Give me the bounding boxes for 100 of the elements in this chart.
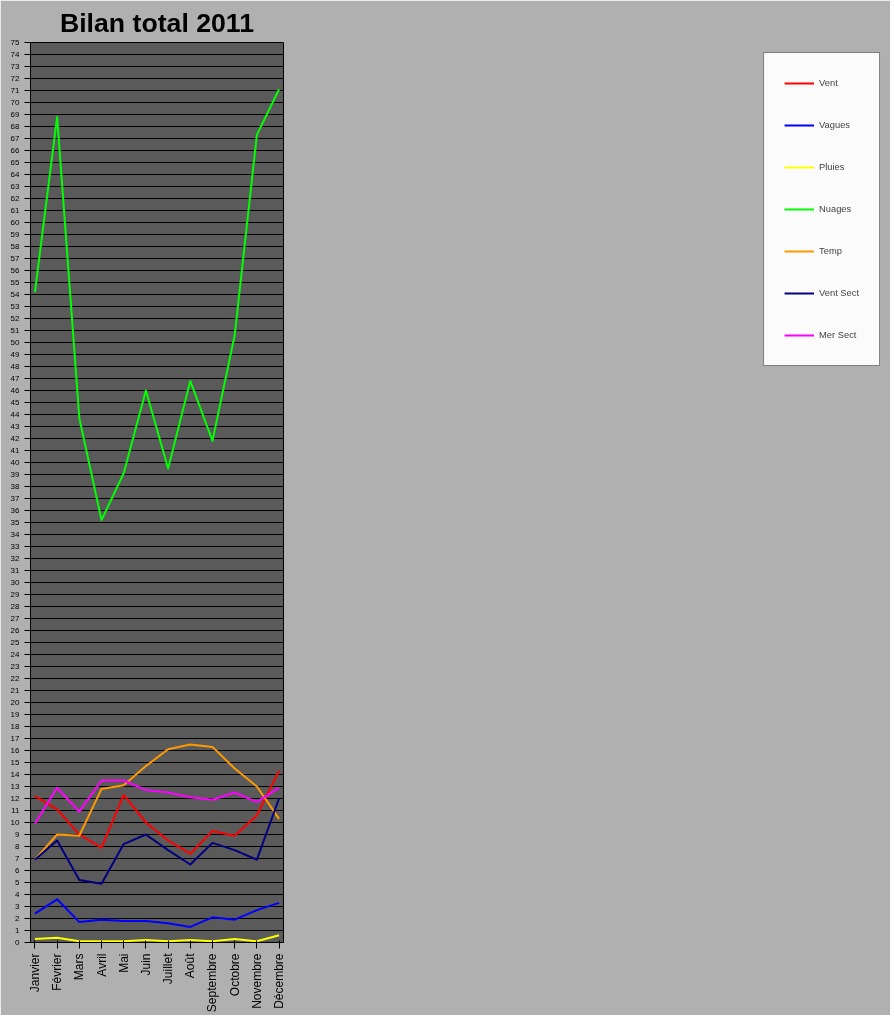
y-tick-label: 55 bbox=[10, 278, 21, 287]
y-tick-label: 38 bbox=[10, 482, 21, 491]
x-tick-label: Février bbox=[50, 953, 65, 991]
y-tick-label: 30 bbox=[10, 578, 21, 587]
y-tick-label: 35 bbox=[10, 518, 21, 527]
y-tick-label: 25 bbox=[10, 638, 21, 647]
y-tick-label: 60 bbox=[10, 218, 21, 227]
y-tick-label: 44 bbox=[10, 410, 21, 419]
y-tick-label: 65 bbox=[10, 158, 21, 167]
y-tick-label: 62 bbox=[10, 194, 21, 203]
y-tick-label: 41 bbox=[10, 446, 21, 455]
y-tick-label: 18 bbox=[10, 722, 21, 731]
y-tick-label: 49 bbox=[10, 350, 21, 359]
y-tick-label: 57 bbox=[10, 254, 21, 263]
y-tick-label: 58 bbox=[10, 242, 21, 251]
y-tick-label: 21 bbox=[10, 686, 21, 695]
y-tick-label: 23 bbox=[10, 662, 21, 671]
y-tick-label: 66 bbox=[10, 146, 21, 155]
y-tick-label: 15 bbox=[10, 758, 21, 767]
y-tick-label: 53 bbox=[10, 302, 21, 311]
y-tick-label: 42 bbox=[10, 434, 21, 443]
chart-title: Bilan total 2011 bbox=[59, 7, 255, 38]
y-tick-label: 5 bbox=[15, 878, 21, 887]
y-tick-label: 28 bbox=[10, 602, 21, 611]
y-tick-label: 14 bbox=[10, 770, 21, 779]
legend-label: Vent bbox=[819, 78, 839, 88]
legend-label: Pluies bbox=[819, 162, 845, 172]
legend-label: Vagues bbox=[819, 120, 851, 130]
legend-label: Mer Sect bbox=[819, 330, 857, 340]
y-tick-label: 8 bbox=[15, 842, 21, 851]
y-tick-label: 7 bbox=[15, 854, 21, 863]
legend-label: Temp bbox=[819, 246, 842, 256]
y-tick-label: 24 bbox=[10, 650, 21, 659]
y-tick-label: 40 bbox=[10, 458, 21, 467]
x-tick-label: Janvier bbox=[27, 953, 42, 993]
y-tick-label: 39 bbox=[10, 470, 21, 479]
y-tick-label: 72 bbox=[10, 74, 21, 83]
y-tick-label: 19 bbox=[10, 710, 21, 719]
y-tick-label: 3 bbox=[15, 902, 21, 911]
x-tick-label: Mars bbox=[72, 953, 87, 981]
y-tick-label: 74 bbox=[10, 50, 21, 59]
line-series bbox=[33, 88, 281, 522]
y-tick-label: 16 bbox=[10, 746, 21, 755]
y-tick-label: 50 bbox=[10, 338, 21, 347]
y-tick-label: 70 bbox=[10, 98, 21, 107]
y-tick-label: 11 bbox=[11, 806, 21, 815]
y-tick-label: 34 bbox=[10, 530, 21, 539]
y-tick-label: 51 bbox=[10, 326, 21, 335]
x-tick-label: Juin bbox=[138, 953, 153, 976]
y-tick-label: 64 bbox=[10, 170, 21, 179]
x-tick-label: Septembre bbox=[205, 953, 220, 1013]
x-tick-label: Avril bbox=[94, 953, 109, 977]
y-tick-label: 59 bbox=[10, 230, 21, 239]
line-series bbox=[33, 779, 281, 825]
y-tick-label: 26 bbox=[10, 626, 21, 635]
y-tick-label: 63 bbox=[10, 182, 21, 191]
x-tick-label: Mai bbox=[116, 953, 131, 973]
y-tick-label: 46 bbox=[10, 386, 21, 395]
x-tick-label: Novembre bbox=[249, 953, 264, 1009]
y-tick-label: 10 bbox=[10, 818, 21, 827]
y-tick-label: 56 bbox=[10, 266, 21, 275]
y-tick-label: 12 bbox=[10, 794, 21, 803]
y-tick-label: 6 bbox=[15, 866, 21, 875]
x-tick-label: Juillet bbox=[161, 952, 176, 985]
y-tick-label: 68 bbox=[10, 122, 21, 131]
y-tick-label: 17 bbox=[10, 734, 21, 743]
y-tick-label: 29 bbox=[10, 590, 21, 599]
y-tick-label: 75 bbox=[10, 38, 21, 47]
y-tick-label: 47 bbox=[10, 374, 21, 383]
y-tick-label: 48 bbox=[10, 362, 21, 371]
y-tick-label: 52 bbox=[10, 314, 21, 323]
y-tick-label: 36 bbox=[10, 506, 21, 515]
legend-label: Vent Sect bbox=[819, 288, 859, 298]
y-tick-label: 54 bbox=[10, 290, 21, 299]
y-tick-label: 4 bbox=[15, 890, 21, 899]
y-tick-label: 20 bbox=[10, 698, 21, 707]
x-tick-label: Octobre bbox=[227, 953, 242, 997]
y-tick-label: 27 bbox=[10, 614, 21, 623]
y-tick-label: 61 bbox=[10, 206, 21, 215]
y-tick-label: 2 bbox=[15, 914, 21, 923]
y-tick-label: 1 bbox=[15, 926, 21, 935]
y-tick-label: 9 bbox=[15, 830, 21, 839]
y-tick-label: 73 bbox=[10, 62, 21, 71]
y-tick-label: 32 bbox=[10, 554, 21, 563]
line-series bbox=[33, 898, 281, 928]
legend-label: Nuages bbox=[819, 204, 852, 214]
x-tick-label: Août bbox=[183, 952, 198, 979]
line-series bbox=[33, 769, 281, 855]
y-tick-label: 33 bbox=[10, 542, 21, 551]
y-tick-label: 43 bbox=[10, 422, 21, 431]
y-tick-label: 69 bbox=[10, 110, 21, 119]
y-tick-label: 45 bbox=[10, 398, 21, 407]
x-tick-label: Décembre bbox=[272, 953, 287, 1009]
line-series bbox=[33, 797, 281, 885]
y-tick-label: 31 bbox=[10, 566, 21, 575]
y-tick-label: 0 bbox=[15, 938, 21, 947]
y-tick-label: 71 bbox=[10, 86, 21, 95]
y-tick-label: 22 bbox=[10, 674, 21, 683]
y-tick-label: 67 bbox=[10, 134, 21, 143]
y-tick-label: 37 bbox=[10, 494, 21, 503]
